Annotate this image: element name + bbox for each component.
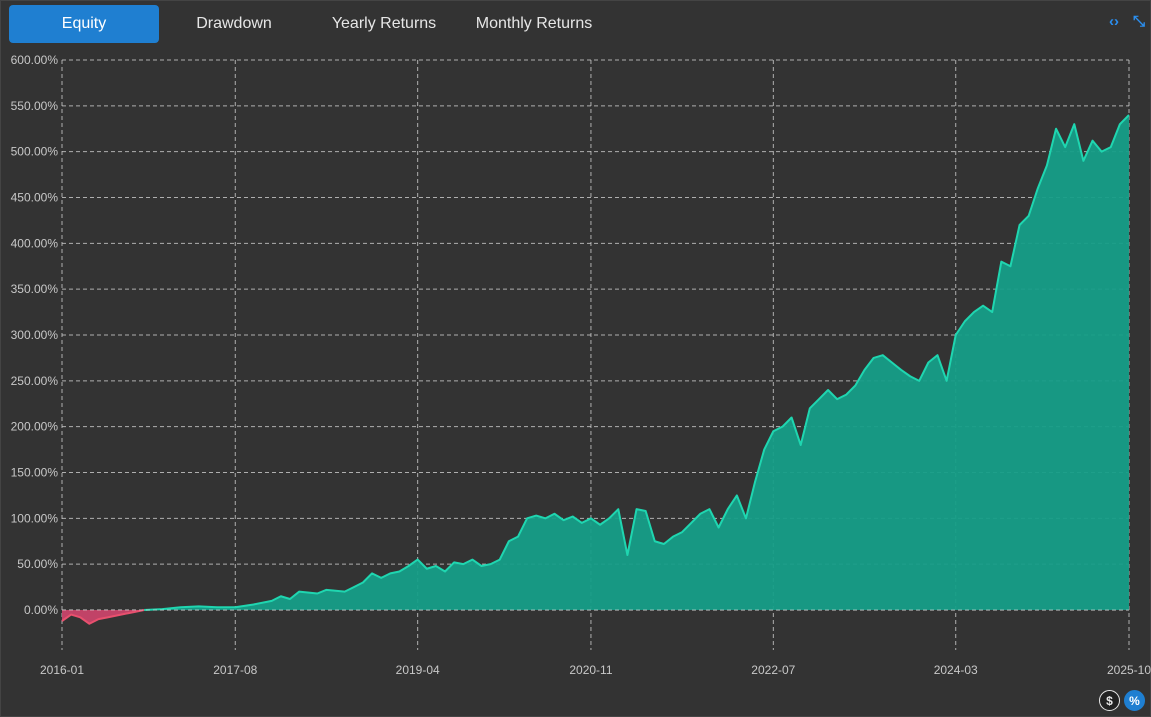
y-tick-label: 250.00% <box>11 374 59 388</box>
unit-toggle: $ % <box>1099 690 1145 711</box>
y-tick-label: 350.00% <box>11 282 59 296</box>
dollar-icon[interactable]: $ <box>1099 690 1120 711</box>
y-tick-label: 600.00% <box>11 53 59 67</box>
equity-line-positive <box>144 114 1130 611</box>
x-tick-label: 2019-04 <box>396 663 440 677</box>
y-tick-label: 50.00% <box>17 557 58 571</box>
percent-icon[interactable]: % <box>1124 690 1145 711</box>
x-tick-label: 2017-08 <box>213 663 257 677</box>
y-tick-label: 300.00% <box>11 328 59 342</box>
y-tick-label: 500.00% <box>11 145 59 159</box>
y-tick-label: 100.00% <box>11 511 59 525</box>
code-brackets-icon[interactable]: ‹› <box>1108 13 1119 30</box>
tab-yearly-returns[interactable]: Yearly Returns <box>331 15 437 32</box>
tab-equity[interactable]: Equity <box>9 5 159 43</box>
equity-area-positive <box>144 115 1130 610</box>
y-tick-label: 0.00% <box>24 603 58 617</box>
tab-bar: Equity Drawdown Yearly Returns Monthly R… <box>9 5 609 43</box>
y-tick-label: 450.00% <box>11 191 59 205</box>
x-tick-label: 2020-11 <box>569 663 612 677</box>
equity-line-negative <box>61 609 145 625</box>
y-tick-label: 550.00% <box>11 99 59 113</box>
y-tick-label: 400.00% <box>11 236 59 250</box>
x-tick-label: 2022-07 <box>751 663 795 677</box>
x-tick-label: 2016-01 <box>40 663 84 677</box>
y-tick-label: 150.00% <box>11 466 59 480</box>
y-tick-label: 200.00% <box>11 420 59 434</box>
x-tick-label: 2025-10 <box>1107 663 1151 677</box>
collapse-icon[interactable]: ⤡ <box>1132 13 1145 30</box>
x-tick-label: 2024-03 <box>934 663 978 677</box>
tab-drawdown[interactable]: Drawdown <box>196 15 272 32</box>
chart-toolbar: ‹› ⤡ <box>1109 14 1145 30</box>
tab-monthly-returns[interactable]: Monthly Returns <box>475 15 593 32</box>
